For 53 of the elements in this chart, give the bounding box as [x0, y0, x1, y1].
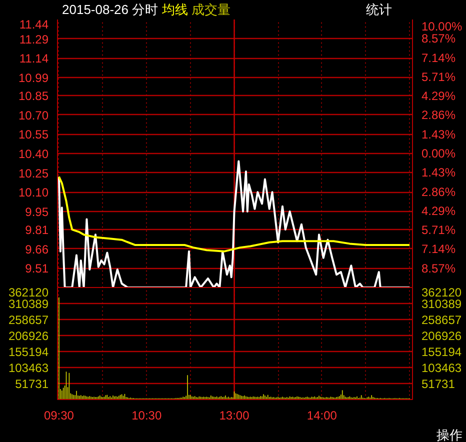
y-tick-label: 10.10 [18, 186, 49, 200]
y-tick-label: 11.29 [19, 32, 49, 46]
x-tick-label: 10:30 [132, 408, 162, 422]
y2-tick-label: 206926 [422, 329, 462, 343]
y2-tick-label: 1.43% [422, 127, 456, 142]
y2-tick-label: 0.00% [422, 146, 456, 160]
text: 统计 [366, 2, 392, 17]
y2-tick-label: 8.57% [422, 32, 456, 46]
y-tick-label: 9.51 [25, 262, 49, 276]
y2-tick-label: 2.86% [422, 108, 456, 122]
y2-tick-label: 5.71% [422, 223, 456, 238]
y2-tick-label: 2.86% [422, 184, 456, 199]
y-tick-label: 10.70 [18, 108, 49, 122]
text: 均线 [162, 2, 188, 17]
y2-tick-label: 10.00% [422, 20, 463, 34]
y-tick-label: 155194 [8, 345, 49, 359]
text: 操作 [436, 428, 462, 442]
y-tick-label: 206926 [8, 329, 49, 343]
chart-title: 2015-08-26 分时 [62, 2, 158, 17]
x-tick-label: 13:00 [219, 408, 250, 422]
y2-tick-label: 5.71% [422, 70, 456, 84]
y-tick-label: 9.95 [25, 204, 49, 219]
y2-tick-label: 155194 [422, 345, 462, 359]
y-tick-label: 258657 [8, 313, 49, 327]
text: 成交量 [191, 2, 230, 17]
line-series [58, 176, 411, 252]
y-tick-label: 10.40 [18, 147, 49, 161]
y2-tick-label: 4.29% [422, 204, 456, 218]
line-series [58, 160, 411, 287]
y-tick-label: 11.44 [19, 18, 49, 32]
y-tick-label: 103463 [8, 361, 49, 375]
y-tick-label: 9.66 [25, 242, 49, 256]
y2-tick-label: 51731 [422, 377, 456, 391]
y-tick-label: 362120 [8, 286, 49, 300]
y2-tick-label: 7.14% [422, 50, 456, 65]
y-tick-label: 11.14 [19, 52, 49, 66]
x-tick-label: 14:00 [306, 408, 338, 422]
y-tick-label: 10.99 [18, 70, 49, 85]
y-tick-label: 10.55 [18, 128, 49, 142]
y2-tick-label: 1.43% [422, 166, 456, 180]
y-tick-label: 9.81 [25, 223, 49, 238]
y-tick-label: 10.25 [18, 166, 49, 180]
y-tick-label: 310389 [8, 297, 49, 311]
y2-tick-label: 7.14% [422, 242, 456, 256]
y2-tick-label: 310389 [422, 297, 462, 311]
y-tick-label: 51731 [15, 377, 49, 391]
y2-tick-label: 8.57% [422, 261, 456, 276]
x-tick-label: 09:30 [44, 408, 74, 422]
y2-tick-label: 258657 [422, 313, 462, 327]
y2-tick-label: 103463 [422, 361, 462, 375]
y-tick-label: 10.85 [18, 89, 49, 104]
y2-tick-label: 362120 [422, 286, 462, 300]
y2-tick-label: 4.29% [422, 89, 456, 104]
